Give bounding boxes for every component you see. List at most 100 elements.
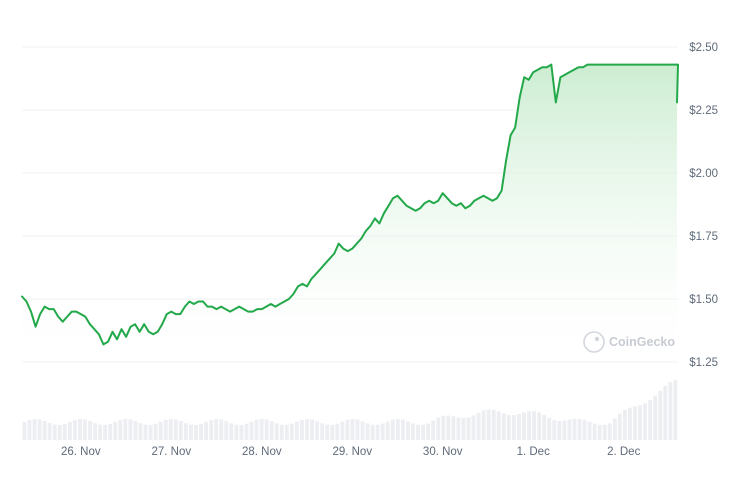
volume-bar	[204, 421, 209, 440]
volume-bar	[103, 424, 108, 440]
volume-bar	[658, 390, 663, 440]
volume-bar	[62, 423, 67, 440]
volume-bar	[466, 417, 471, 440]
coingecko-logo-eye	[594, 336, 600, 342]
volume-bar	[254, 419, 259, 440]
volume-bar	[511, 415, 516, 440]
volume-bar	[93, 423, 97, 440]
volume-bar	[602, 424, 607, 440]
volume-bar	[537, 412, 542, 440]
volume-bar	[37, 419, 42, 440]
volume-bar	[264, 419, 269, 440]
volume-bar	[138, 423, 143, 440]
volume-bar	[335, 423, 340, 440]
x-tick-label: 30. Nov	[423, 446, 463, 458]
volume-bar	[451, 416, 456, 440]
volume-bar	[365, 423, 370, 440]
volume-bar	[133, 421, 138, 440]
volume-bar	[294, 421, 299, 440]
y-tick-label: $1.50	[689, 294, 718, 306]
volume-bar	[395, 419, 400, 440]
volume-bar	[668, 382, 673, 440]
coingecko-watermark: CoinGecko	[583, 331, 675, 353]
volume-bar	[617, 413, 622, 440]
y-tick-label: $2.25	[689, 105, 718, 117]
y-tick-label: $1.75	[689, 231, 718, 243]
volume-bar	[638, 405, 642, 440]
volume-bar	[42, 420, 47, 440]
volume-bar	[279, 424, 284, 440]
volume-bar	[597, 424, 602, 440]
volume-bar	[143, 424, 148, 440]
x-tick-label: 1. Dec	[517, 446, 550, 458]
volume-bar	[648, 400, 653, 440]
volume-bar	[461, 418, 466, 440]
volume-bar	[622, 410, 627, 440]
volume-bar	[189, 424, 193, 440]
volume-bar	[274, 423, 279, 440]
volume-bar	[501, 413, 506, 440]
volume-bar	[88, 421, 92, 440]
volume-bar	[426, 423, 431, 440]
volume-bar	[330, 424, 335, 440]
volume-bar	[310, 419, 314, 440]
volume-bar	[542, 415, 547, 440]
volume-bar	[214, 419, 219, 440]
volume-bar	[209, 419, 214, 440]
price-area-fill	[22, 64, 678, 362]
volume-bar	[178, 421, 183, 440]
watermark-text: CoinGecko	[609, 335, 675, 349]
volume-bar	[592, 423, 597, 440]
volume-bar	[416, 424, 420, 440]
volume-bar	[320, 423, 325, 440]
volume-bar	[486, 409, 491, 440]
volume-bar	[587, 421, 592, 440]
volume-bar	[421, 424, 425, 440]
volume-bar	[476, 412, 481, 440]
volume-bar	[506, 414, 511, 440]
volume-bar	[183, 423, 188, 440]
volume-bar	[557, 421, 562, 440]
volume-bar	[52, 424, 57, 440]
price-line	[21, 63, 679, 346]
volume-bar	[612, 418, 617, 440]
volume-bar	[78, 419, 82, 440]
volume-bar	[532, 411, 537, 440]
y-tick-label: $2.00	[689, 168, 718, 180]
x-tick-label: 27. Nov	[151, 446, 191, 458]
volume-bar	[300, 419, 304, 440]
volume-bar	[289, 423, 294, 440]
volume-bar	[390, 419, 395, 440]
volume-bar	[643, 403, 648, 440]
x-tick-label: 28. Nov	[242, 446, 282, 458]
volume-bars	[22, 379, 678, 440]
volume-bar	[481, 410, 486, 440]
volume-bar	[355, 419, 360, 440]
volume-bar	[219, 419, 224, 440]
volume-bar	[340, 421, 345, 440]
volume-bar	[633, 406, 637, 440]
volume-bar	[375, 424, 380, 440]
volume-bar	[567, 419, 572, 440]
volume-bar	[471, 415, 476, 440]
volume-bar	[108, 423, 113, 440]
y-axis-ticks: $2.50 $2.25 $2.00 $1.75 $1.50 $1.25	[689, 42, 718, 369]
volume-bar	[224, 421, 229, 440]
volume-bar	[673, 379, 678, 440]
volume-bar	[128, 419, 133, 440]
volume-bar	[628, 407, 632, 440]
volume-bar	[123, 419, 128, 440]
volume-bar	[67, 421, 72, 440]
volume-bar	[234, 424, 239, 440]
volume-bar	[239, 424, 244, 440]
volume-bar	[496, 411, 501, 440]
volume-bar	[259, 419, 264, 440]
volume-bar	[83, 419, 87, 440]
volume-bar	[380, 423, 385, 440]
volume-bar	[118, 419, 123, 440]
volume-bar	[577, 419, 582, 440]
volume-bar	[446, 415, 451, 440]
y-tick-label: $2.50	[689, 42, 718, 54]
